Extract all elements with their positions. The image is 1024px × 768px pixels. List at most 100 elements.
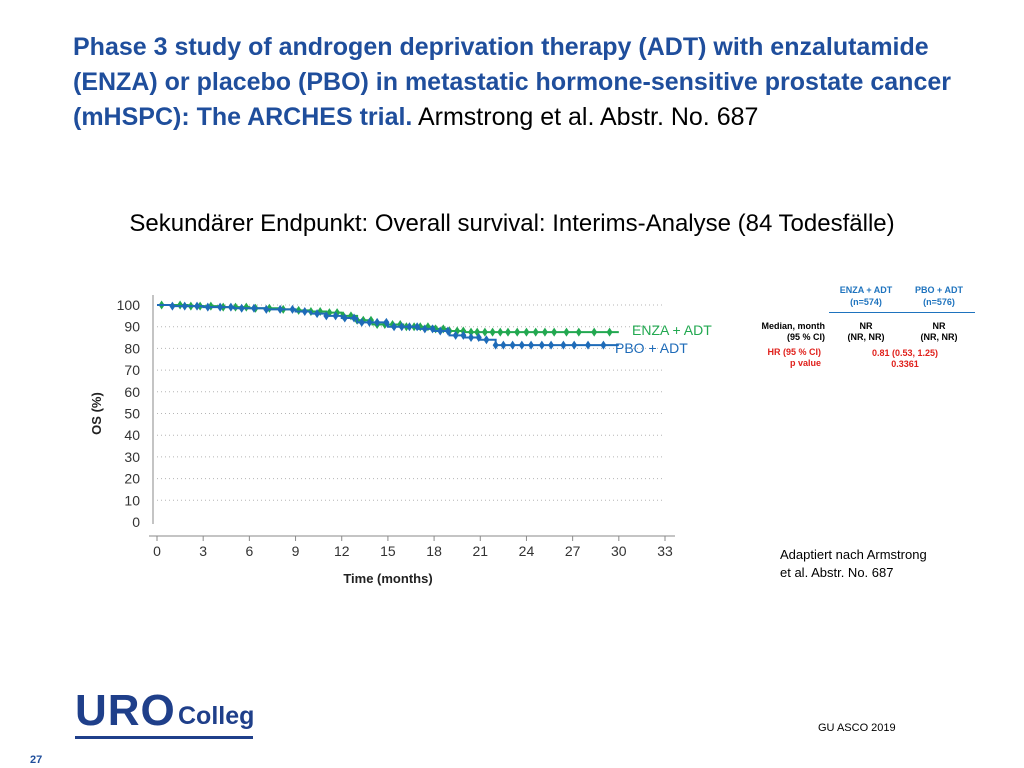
enza-censor-mark-43 [541,327,548,337]
stats-table: ENZA + ADT (n=574) PBO + ADT (n=576) Med… [745,284,975,374]
adapted-note-line1: Adaptiert nach Armstrong [780,547,927,562]
pbo-censor-mark-11 [301,307,308,317]
enza-header-arm: ENZA + ADT [839,285,893,295]
pbo-censor-mark-37 [518,340,525,350]
enza-censor-mark-47 [591,327,598,337]
p-value: 0.3361 [891,359,919,369]
pbo-censor-mark-31 [468,333,475,343]
pbo-censor-mark-42 [571,340,578,350]
slide-title-main: Phase 3 study of androgen deprivation th… [73,33,951,131]
median-label-line2: (95 % CI) [786,332,825,342]
x-tick-label-15: 15 [380,543,396,559]
hr-label-line1: HR (95 % CI) [767,347,821,357]
logo-uro-text: URO [75,686,176,735]
enza-median-cell: NR (NR, NR) [829,321,903,343]
pbo-censor-mark-2 [194,301,201,311]
hr-value: 0.81 (0.53, 1.25) [871,348,939,358]
enza-censor-mark-44 [551,327,558,337]
pbo-censor-mark-16 [351,313,358,323]
enza-series-label: ENZA + ADT [632,322,712,338]
pbo-censor-mark-15 [341,313,348,323]
x-tick-label-6: 6 [245,543,253,559]
pbo-censor-mark-35 [500,340,507,350]
enza-censor-mark-38 [497,327,504,337]
pbo-censor-mark-44 [600,340,607,350]
y-tick-label-60: 60 [124,384,140,400]
table-divider [829,312,975,313]
y-tick-label-70: 70 [124,362,140,378]
enza-survival-curve [157,304,619,334]
pbo-censor-mark-24 [414,322,421,332]
pbo-censor-mark-22 [398,322,405,332]
pbo-censor-mark-5 [227,302,234,312]
pbo-censor-mark-30 [460,330,467,340]
pbo-censor-mark-41 [560,340,567,350]
x-tick-label-18: 18 [426,543,442,559]
y-tick-label-50: 50 [124,406,140,422]
urocolleg-logo: URO Colleg [75,686,265,739]
enza-censor-mark-7 [243,302,250,312]
slide-title: Phase 3 study of androgen deprivation th… [73,30,973,135]
pbo-censor-mark-7 [250,303,257,313]
enza-censor-mark-11 [295,305,302,315]
pbo-censor-mark-12 [314,309,321,319]
pbo-censor-mark-27 [437,326,444,336]
x-tick-label-27: 27 [565,543,581,559]
pbo-censor-mark-39 [538,340,545,350]
enza-censor-mark-45 [563,327,570,337]
pbo-censor-mark-20 [383,317,390,327]
enza-column-header: ENZA + ADT (n=574) [829,284,903,308]
enza-censor-mark-1 [177,300,184,310]
pbo-censor-mark-19 [374,317,381,327]
series-layer [157,300,619,350]
hr-label: HR (95 % CI) p value [745,347,821,369]
x-axis-title: Time (months) [343,571,432,586]
pbo-censor-mark-1 [181,301,188,311]
pbo-column-header: PBO + ADT (n=576) [903,284,975,308]
x-tick-label-24: 24 [519,543,535,559]
pbo-censor-mark-9 [277,304,284,314]
pbo-header-arm: PBO + ADT [915,285,963,295]
pbo-ci: (NR, NR) [920,332,958,342]
enza-censor-mark-48 [606,327,613,337]
pbo-censor-mark-4 [217,302,224,312]
pbo-censor-mark-40 [548,340,555,350]
pbo-censor-mark-28 [444,326,451,336]
pbo-censor-mark-13 [323,311,330,321]
pbo-censor-mark-26 [429,324,436,334]
pbo-censor-mark-17 [358,317,365,327]
pbo-median: NR [932,321,946,331]
y-axis-title: OS (%) [89,392,104,435]
enza-censor-mark-6 [232,302,239,312]
pbo-censor-mark-0 [169,301,176,311]
pbo-censor-mark-14 [332,311,339,321]
median-label-line1: Median, month [761,321,826,331]
x-tick-label-3: 3 [199,543,207,559]
pbo-censor-mark-36 [509,340,516,350]
enza-censor-mark-41 [523,327,530,337]
pbo-censor-mark-33 [483,335,490,345]
enza-header-n: (n=574) [850,297,882,307]
x-tick-label-12: 12 [334,543,350,559]
pbo-censor-mark-3 [204,302,211,312]
hr-value-cell: 0.81 (0.53, 1.25) 0.3361 [845,348,965,370]
pbo-censor-mark-34 [492,340,499,350]
pbo-censor-mark-18 [366,317,373,327]
pbo-header-n: (n=576) [923,297,955,307]
y-tick-label-30: 30 [124,449,140,465]
pbo-censor-mark-29 [452,330,459,340]
enza-censor-mark-37 [489,327,496,337]
enza-censor-mark-46 [575,327,582,337]
pbo-censor-mark-10 [289,304,296,314]
source-label: GU ASCO 2019 [818,722,896,734]
pbo-censor-mark-8 [263,304,270,314]
y-tick-label-20: 20 [124,471,140,487]
pbo-survival-curve [157,304,619,347]
pbo-censor-mark-38 [528,340,535,350]
logo-underline [75,736,253,739]
pbo-series-label: PBO + ADT [615,340,688,356]
enza-median: NR [859,321,873,331]
y-tick-label-100: 100 [117,297,141,313]
slide-title-reference: Armstrong et al. Abstr. No. 687 [417,103,759,131]
